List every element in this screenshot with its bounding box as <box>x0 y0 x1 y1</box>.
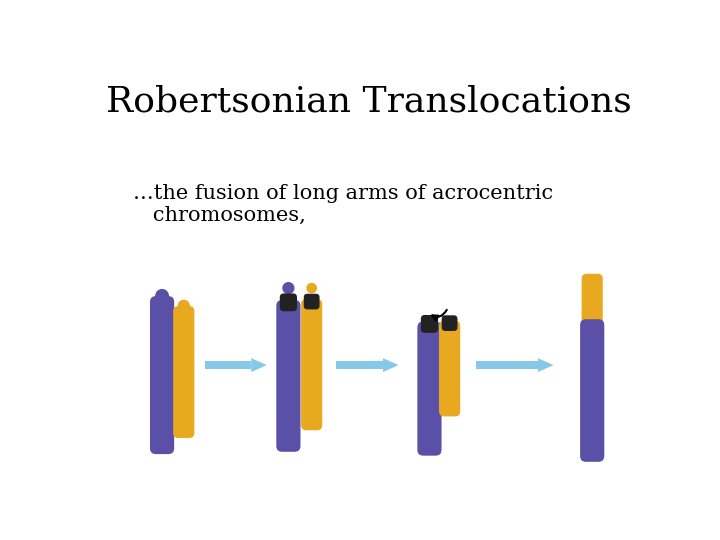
FancyBboxPatch shape <box>582 274 603 332</box>
FancyBboxPatch shape <box>439 321 460 416</box>
Circle shape <box>307 284 316 293</box>
Text: …the fusion of long arms of acrocentric
   chromosomes,: …the fusion of long arms of acrocentric … <box>132 184 553 225</box>
Circle shape <box>156 289 168 302</box>
FancyBboxPatch shape <box>280 293 297 311</box>
FancyBboxPatch shape <box>174 306 194 438</box>
Polygon shape <box>538 358 554 372</box>
Circle shape <box>283 283 294 294</box>
FancyBboxPatch shape <box>421 315 438 333</box>
FancyBboxPatch shape <box>304 294 320 309</box>
FancyBboxPatch shape <box>580 319 604 462</box>
FancyBboxPatch shape <box>441 315 457 331</box>
Bar <box>204 361 251 369</box>
FancyBboxPatch shape <box>276 300 300 452</box>
FancyBboxPatch shape <box>418 321 441 456</box>
Polygon shape <box>251 358 266 372</box>
Polygon shape <box>383 358 398 372</box>
Text: Robertsonian Translocations: Robertsonian Translocations <box>106 85 632 119</box>
FancyBboxPatch shape <box>301 299 323 430</box>
FancyBboxPatch shape <box>150 296 174 454</box>
Bar <box>476 361 538 369</box>
Bar <box>336 361 383 369</box>
Circle shape <box>179 300 189 311</box>
